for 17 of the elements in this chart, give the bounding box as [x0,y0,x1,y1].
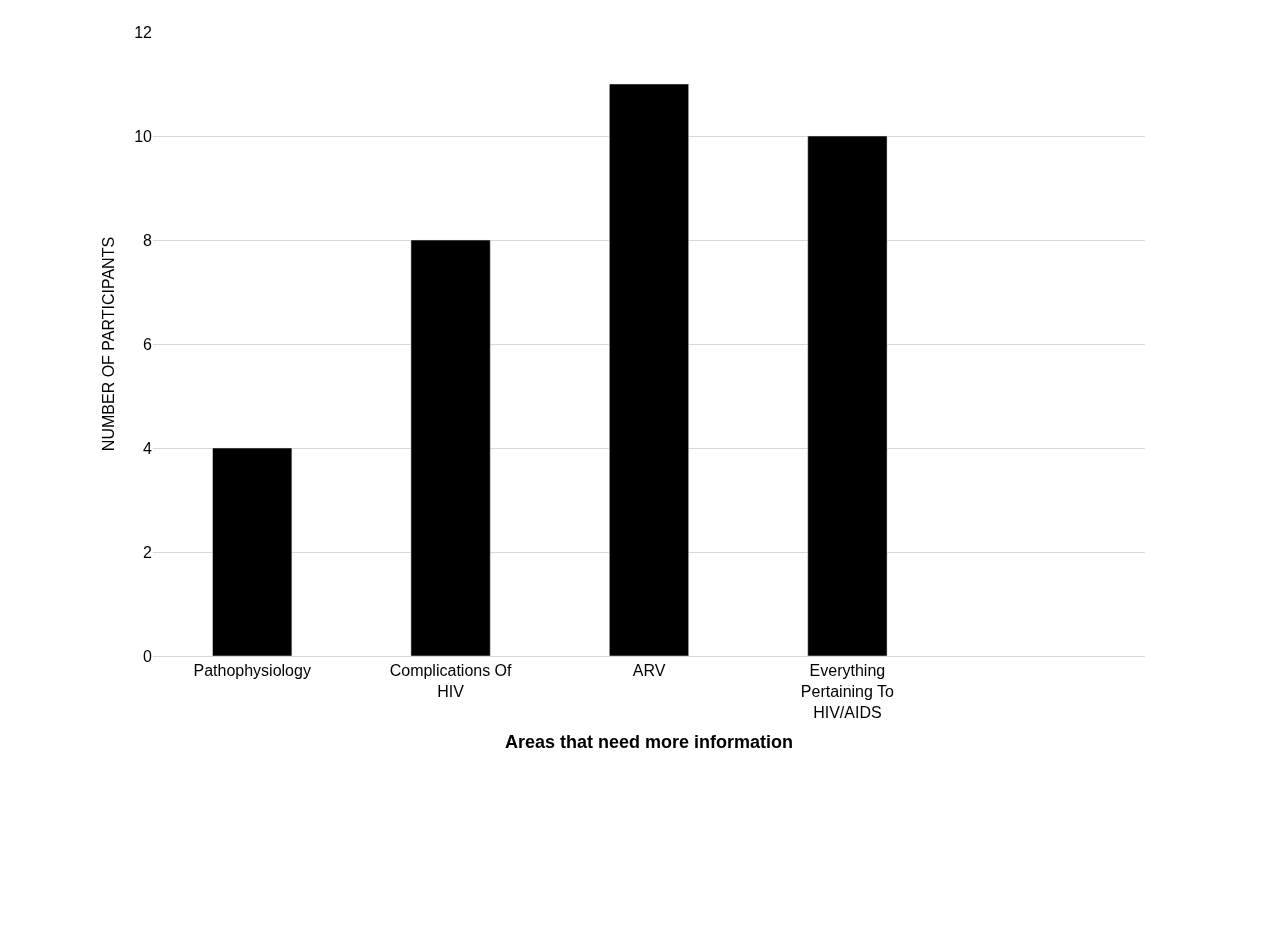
y-tick-label: 2 [143,543,153,561]
x-tick-label: Everything Pertaining To HIV/AIDS [800,662,895,721]
x-tick-label: Complications Of HIV [389,662,513,700]
bar [410,239,491,656]
bar [807,135,888,656]
bar [212,447,293,656]
x-tick-label: ARV [632,662,666,680]
y-tick-label: 12 [134,23,153,41]
y-tick-label: 4 [143,439,153,457]
x-axis-title: Areas that need more information [504,731,794,752]
x-tick-label: Pathophysiology [193,662,311,680]
y-tick-label: 10 [134,127,153,145]
y-tick-label: 8 [143,231,153,249]
y-tick-label: 0 [143,647,153,665]
bar [609,83,689,656]
y-tick-label: 6 [143,335,153,353]
y-axis-title: NUMBER OF PARTICIPANTS [100,236,118,452]
